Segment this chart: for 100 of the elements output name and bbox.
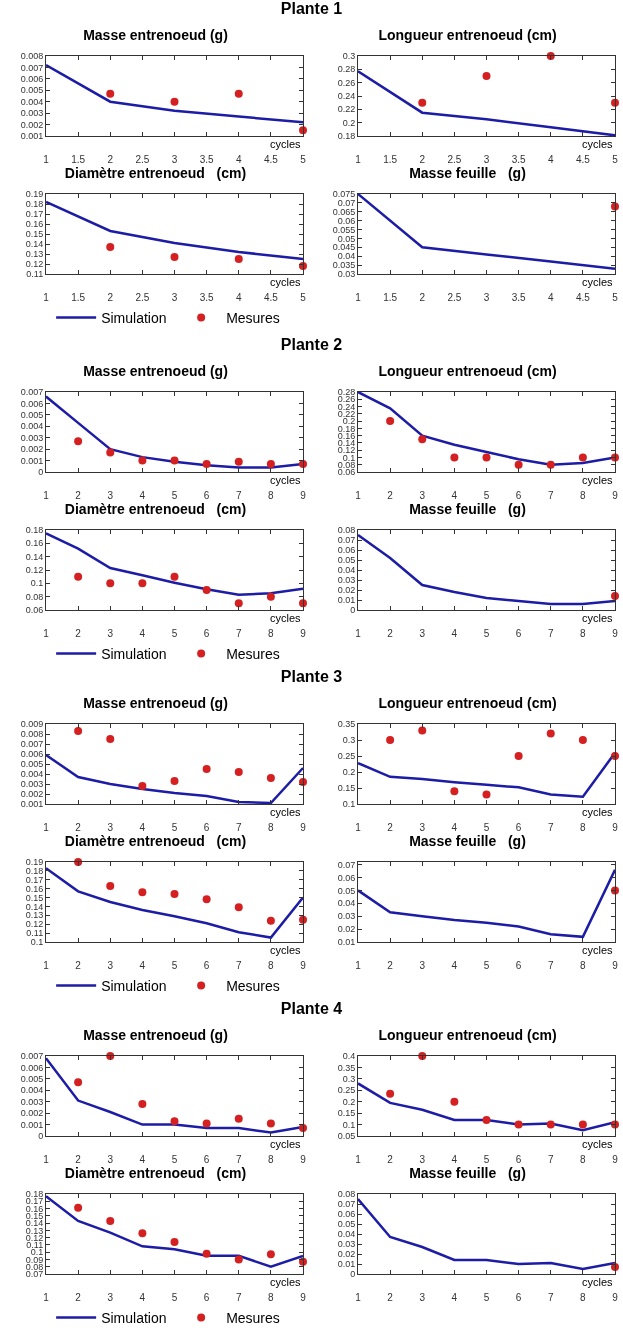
y-tick-label: 0.007	[20, 1051, 44, 1062]
x-axis-title: cycles	[270, 1138, 302, 1150]
point	[170, 253, 179, 261]
y-tick-label: 0.006	[20, 74, 44, 85]
y-tick-label: 0.3	[342, 1074, 356, 1085]
y-tick-label: 0.13	[25, 249, 44, 260]
x-tick-label: 4	[451, 490, 458, 501]
x-tick-label: 1	[43, 960, 50, 971]
x-tick-label: 4	[451, 628, 458, 639]
chart-title: Diamètre entrenoeud (cm)	[64, 832, 247, 849]
y-tick-label: 0.07	[337, 198, 356, 209]
x-axis-title: cycles	[270, 944, 302, 956]
y-tick-label: 0.17	[25, 874, 44, 885]
x-tick-label: 6	[203, 960, 210, 971]
y-tick-label: 0.065	[332, 206, 356, 217]
x-tick-label: 2.5	[135, 154, 150, 165]
x-tick-label: 1	[43, 628, 50, 639]
y-tick-label: 0.15	[25, 892, 44, 903]
y-tick-label: 0.007	[20, 62, 44, 73]
y-tick-label: 0.003	[20, 779, 44, 790]
x-tick-label: 9	[612, 490, 619, 501]
x-tick-label: 3	[419, 1154, 426, 1165]
y-tick-label: 0.007	[20, 739, 44, 750]
chart-title: Masse entrenoeud (g)	[83, 1026, 228, 1043]
chart-title: Masse feuille (g)	[409, 164, 526, 181]
x-axis-title: cycles	[582, 612, 614, 624]
y-tick-label: 0.18	[25, 199, 44, 210]
x-tick-label: 5	[483, 1292, 490, 1303]
y-tick-label: 0.008	[20, 51, 44, 62]
chart-title: Longueur entrenoeud (cm)	[378, 362, 557, 379]
y-tick-label: 0.25	[337, 1085, 356, 1096]
chart-title: Masse entrenoeud (g)	[83, 694, 228, 711]
point	[170, 1117, 179, 1126]
y-tick-label: 0.07	[337, 859, 356, 870]
point	[74, 727, 83, 735]
y-tick-label: 0	[38, 1131, 44, 1142]
x-tick-label: 3.5	[511, 154, 527, 165]
y-tick-label: 0	[38, 467, 44, 478]
x-axis-title: cycles	[270, 806, 302, 818]
y-tick-label: 0.1	[342, 452, 356, 463]
x-tick-label: 7	[235, 960, 242, 971]
y-tick-label: 0.1	[342, 1119, 356, 1130]
line-series	[46, 753, 303, 804]
y-tick-label: 0.08	[337, 525, 356, 536]
chart-title: Masse entrenoeud (g)	[83, 26, 228, 43]
x-tick-label: 4	[139, 822, 146, 833]
x-tick-label: 4	[451, 1292, 458, 1303]
chart-title: Masse feuille (g)	[409, 500, 526, 517]
x-tick-label: 6	[515, 960, 522, 971]
y-tick-label: 0.009	[20, 719, 44, 730]
x-tick-label: 1.5	[383, 154, 398, 165]
y-tick-label: 0.006	[20, 398, 44, 409]
y-tick-label: 0.002	[20, 1108, 44, 1119]
y-tick-label: 0.06	[337, 872, 356, 883]
x-tick-label: 3	[107, 628, 114, 639]
point	[138, 782, 147, 790]
y-tick-label: 0.05	[337, 885, 356, 896]
y-tick-label: 0.02	[337, 585, 356, 596]
x-tick-label: 7	[547, 490, 554, 501]
x-tick-label: 4.5	[263, 292, 279, 303]
y-tick-label: 0.15	[337, 783, 356, 794]
chart-title: Masse entrenoeud (g)	[83, 362, 228, 379]
y-tick-label: 0.002	[20, 119, 44, 130]
y-tick-label: 0.004	[20, 1085, 44, 1096]
y-tick-label: 0.007	[20, 387, 44, 398]
text: Plante 2	[279, 336, 344, 354]
y-tick-label: 0.12	[25, 259, 44, 270]
x-tick-label: 2	[387, 822, 394, 833]
chart-title: Longueur entrenoeud (cm)	[378, 694, 557, 711]
legend-label: Mesures	[226, 978, 280, 995]
x-axis-title: cycles	[582, 474, 614, 486]
point	[578, 453, 587, 462]
y-tick-label: 0.045	[332, 242, 356, 253]
y-tick-label: 0.15	[25, 229, 44, 240]
x-tick-label: 1	[355, 1292, 362, 1303]
x-tick-label: 3	[419, 628, 426, 639]
point	[482, 790, 491, 799]
x-axis-title: cycles	[270, 276, 302, 288]
x-tick-label: 8	[580, 960, 587, 971]
x-tick-label: 1	[355, 292, 362, 303]
x-tick-label: 1	[355, 1154, 362, 1165]
y-tick-label: 0.04	[337, 898, 356, 909]
point	[170, 572, 179, 581]
y-tick-label: 0.01	[337, 595, 356, 606]
x-tick-label: 3	[107, 822, 114, 833]
x-tick-label: 8	[268, 822, 275, 833]
point	[170, 97, 179, 106]
point	[234, 1114, 243, 1123]
x-tick-label: 4	[451, 822, 458, 833]
x-tick-label: 3	[419, 960, 426, 971]
x-tick-label: 5	[171, 960, 178, 971]
point	[202, 460, 211, 468]
x-tick-label: 7	[547, 960, 554, 971]
point	[234, 599, 243, 608]
y-tick-label: 0.003	[20, 108, 44, 119]
x-tick-label: 5	[171, 1292, 178, 1303]
x-tick-label: 4	[139, 490, 146, 501]
x-tick-label: 6	[203, 628, 210, 639]
point	[138, 888, 147, 897]
y-tick-label: 0.075	[332, 189, 356, 200]
